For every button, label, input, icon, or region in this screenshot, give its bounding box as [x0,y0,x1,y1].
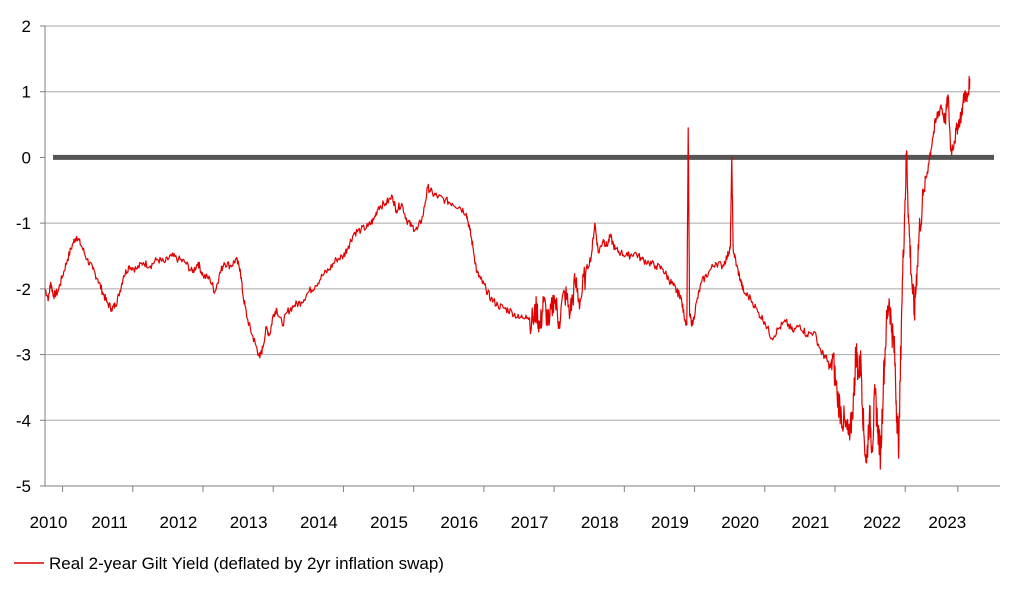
y-tick-label: 1 [22,83,31,102]
x-tick-label: 2021 [791,513,829,532]
x-tick-label: 2013 [230,513,268,532]
x-tick-label: 2019 [651,513,689,532]
x-tick-label: 2012 [160,513,198,532]
axes [40,25,1000,492]
y-axis-ticks: 2 1 0 -1 -2 -3 -4 -5 [16,17,31,496]
series-line-0 [44,75,971,470]
y-tick-label: 0 [22,148,31,167]
x-tick-label: 2020 [721,513,759,532]
x-tick-label: 2010 [30,513,68,532]
x-tick-label: 2018 [581,513,619,532]
y-tick-label: -4 [16,411,31,430]
x-tick-label: 2017 [511,513,549,532]
series-layer [44,75,994,470]
x-axis-ticks: 2010 2011 2012 2013 2014 2015 2016 2017 2018 2019… [30,513,967,532]
x-tick-label: 2016 [440,513,478,532]
x-tick-label: 2023 [928,513,966,532]
legend-label: Real 2-year Gilt Yield (deflated by 2yr … [49,554,444,573]
y-tick-label: 2 [22,17,31,36]
y-tick-label: -2 [16,280,31,299]
x-tick-label: 2015 [370,513,408,532]
legend: Real 2-year Gilt Yield (deflated by 2yr … [14,554,444,573]
x-tick-label: 2022 [863,513,901,532]
y-tick-label: -5 [16,477,31,496]
x-tick-label: 2011 [91,513,128,532]
y-tick-label: -3 [16,346,31,365]
y-tick-label: -1 [16,214,31,233]
x-tick-label: 2014 [300,513,338,532]
gridlines [45,25,1000,487]
